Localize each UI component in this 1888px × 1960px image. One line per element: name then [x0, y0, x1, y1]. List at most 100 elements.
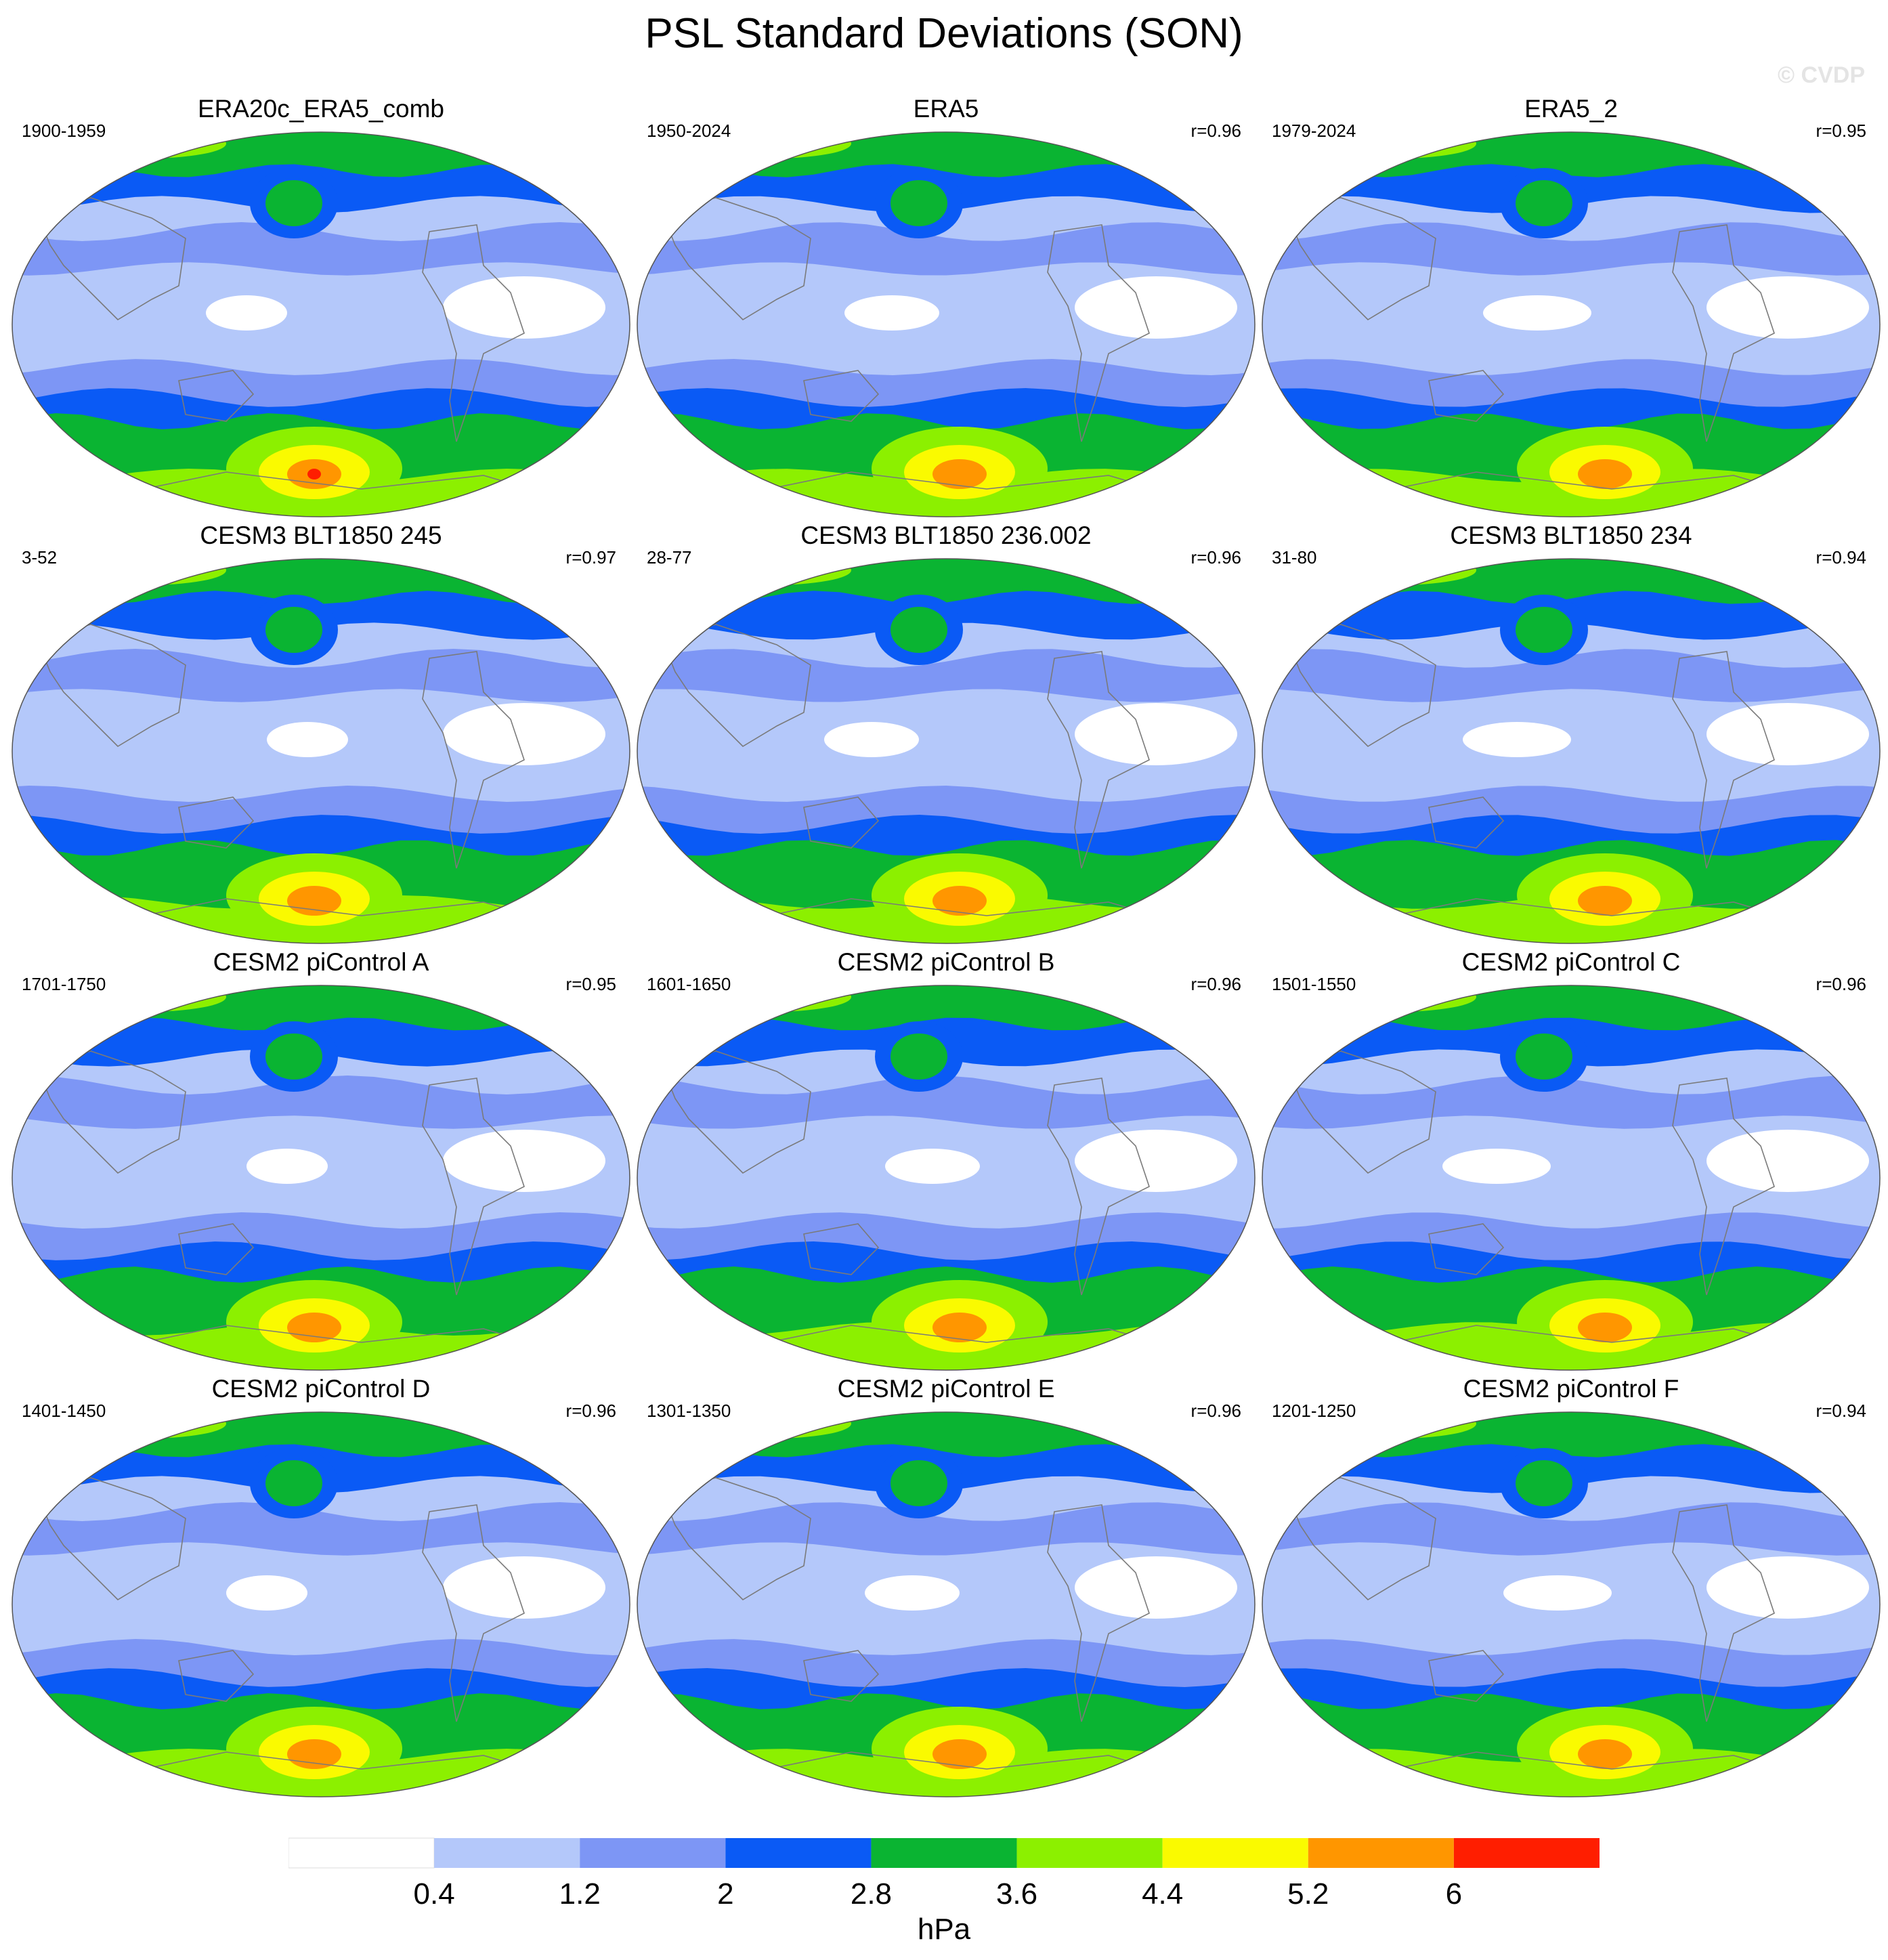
panel-title: CESM2 piControl C: [1461, 948, 1681, 976]
low-variance-region: [443, 703, 605, 765]
colorbar-swatch: [1016, 1838, 1163, 1868]
aleutian-region: [265, 1034, 322, 1080]
aleutian-region: [1516, 180, 1572, 226]
map-border: [1262, 1411, 1881, 1797]
coastline-asia: [35, 624, 186, 748]
coastline-asia: [35, 197, 186, 321]
arctic-region: [1314, 985, 1476, 1012]
map-panel: CESM2 piControl B 1601-1650 r=0.96: [635, 948, 1258, 1375]
arctic-region: [689, 132, 851, 158]
sh-maximum: [932, 1313, 987, 1342]
colorbar-tick-label: 6: [1445, 1877, 1463, 1911]
aleutian-region: [1516, 1460, 1572, 1506]
coastline-americas: [422, 651, 525, 869]
coastline-americas: [1672, 1504, 1775, 1722]
coastline-australia: [1428, 370, 1505, 422]
psl-stddev-map: [1262, 131, 1881, 517]
colorbar: 0.4 1.2 2 2.8 3.6 4.4 5.2 6 hPa: [288, 1837, 1600, 1956]
panel-correlation: r=0.96: [1190, 1401, 1241, 1421]
low-variance-region: [1707, 1556, 1869, 1619]
coastline-australia: [178, 1650, 255, 1702]
coastline-americas: [1047, 1504, 1150, 1722]
coastline-australia: [803, 1223, 880, 1275]
arctic-region: [1314, 1412, 1476, 1439]
map-panel: ERA5_2 1979-2024 r=0.95: [1260, 95, 1883, 521]
sh-maximum: [307, 469, 321, 480]
panel-title: CESM2 piControl E: [837, 1375, 1055, 1403]
map-panel: ERA20c_ERA5_comb 1900-1959: [9, 95, 632, 521]
sh-maximum: [1578, 886, 1632, 916]
coastline-americas: [1047, 651, 1150, 869]
map-border: [1262, 131, 1881, 517]
panel-title: ERA20c_ERA5_comb: [197, 95, 445, 123]
sh-maximum: [1578, 459, 1632, 489]
panel-period: 3-52: [22, 547, 58, 568]
coastline-asia: [1285, 197, 1436, 321]
sh-maximum: [1578, 1739, 1632, 1769]
nh-band: [637, 649, 1255, 702]
arctic-region: [689, 985, 851, 1012]
coastline-asia: [660, 1050, 811, 1174]
coastline-australia: [178, 1223, 255, 1275]
nh-band: [1262, 1502, 1880, 1556]
aleutian-region: [265, 180, 322, 226]
panel-period: 1979-2024: [1272, 121, 1356, 141]
cvdp-watermark: © CVDP: [1778, 62, 1865, 88]
sh-maximum: [287, 1739, 341, 1769]
arctic-region: [689, 1412, 851, 1439]
map-panel: CESM3 BLT1850 236.002 28-77 r=0.96: [635, 521, 1258, 948]
colorbar-tick-label: 3.6: [995, 1877, 1038, 1911]
nh-band: [1262, 132, 1880, 177]
psl-stddev-map: [637, 131, 1256, 517]
nh-band: [12, 222, 630, 276]
low-variance-region: [1075, 1556, 1237, 1619]
aleutian-region: [891, 1034, 947, 1080]
map-border: [12, 131, 630, 517]
arctic-region: [1314, 559, 1476, 585]
low-variance-region: [1503, 1575, 1612, 1611]
nh-band: [637, 222, 1255, 276]
low-variance-region: [1707, 703, 1869, 765]
panel-title: CESM3 BLT1850 245: [200, 521, 442, 549]
colorbar-tick-label: 0.4: [413, 1877, 455, 1911]
low-variance-region: [844, 295, 939, 331]
map-panel: CESM2 piControl C 1501-1550 r=0.96: [1260, 948, 1883, 1375]
low-variance-region: [443, 1130, 605, 1192]
low-variance-region: [1707, 1130, 1869, 1192]
aleutian-region: [891, 1460, 947, 1506]
map-border: [637, 131, 1256, 517]
nh-band: [637, 1502, 1255, 1556]
psl-stddev-map: [12, 1411, 630, 1797]
map-border: [637, 558, 1256, 944]
colorbar-swatch: [434, 1838, 580, 1868]
low-variance-region: [1075, 276, 1237, 339]
coastline-asia: [1285, 624, 1436, 748]
figure-title: PSL Standard Deviations (SON): [645, 10, 1243, 57]
arctic-region: [64, 985, 226, 1012]
panel-correlation: r=0.96: [1190, 974, 1241, 994]
panel-correlation: r=0.96: [1816, 974, 1866, 994]
coastline-asia: [660, 624, 811, 748]
sh-maximum: [287, 1313, 341, 1342]
panel-correlation: r=0.94: [1816, 1401, 1866, 1421]
panel-period: 1301-1350: [647, 1401, 731, 1421]
psl-stddev-map: [12, 131, 630, 517]
map-border: [12, 558, 630, 944]
sh-maximum: [287, 886, 341, 916]
low-variance-region: [443, 276, 605, 339]
colorbar-swatch: [725, 1838, 872, 1868]
coastline-americas: [1672, 1078, 1775, 1296]
panel-correlation: r=0.96: [1190, 547, 1241, 568]
coastline-australia: [803, 796, 880, 849]
coastline-asia: [1285, 1477, 1436, 1601]
nh-band: [637, 1412, 1255, 1457]
low-variance-region: [885, 1149, 980, 1184]
panel-period: 1900-1959: [22, 121, 106, 141]
arctic-region: [64, 132, 226, 158]
psl-stddev-map: [1262, 1411, 1881, 1797]
map-panel: CESM3 BLT1850 234 31-80 r=0.94: [1260, 521, 1883, 948]
colorbar-tick-label: 2.8: [850, 1877, 893, 1911]
colorbar-swatch: [1308, 1838, 1454, 1868]
coastline-australia: [178, 796, 255, 849]
map-panel: ERA5 1950-2024 r=0.96: [635, 95, 1258, 521]
